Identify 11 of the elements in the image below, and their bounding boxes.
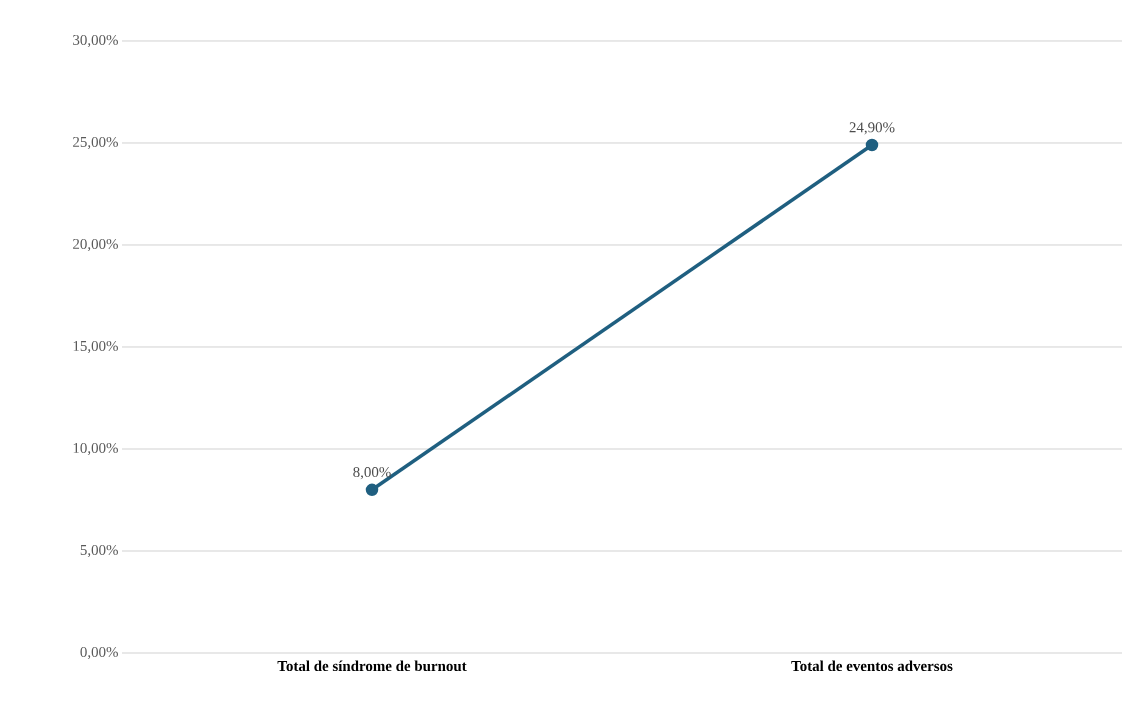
x-tick-label: Total de eventos adversos xyxy=(791,660,953,672)
y-tick-label: 5,00% xyxy=(80,544,118,558)
x-tick-label: Total de síndrome de burnout xyxy=(277,660,467,672)
y-tick-label: 20,00% xyxy=(73,238,118,252)
y-tick-label: 25,00% xyxy=(73,136,118,150)
data-label: 24,90% xyxy=(849,122,895,135)
y-tick-label: 30,00% xyxy=(73,34,118,48)
data-label: 8,00% xyxy=(353,467,391,480)
y-tick-label: 10,00% xyxy=(73,442,118,456)
y-tick-label: 15,00% xyxy=(73,340,118,354)
y-tick-label: 0,00% xyxy=(80,646,118,660)
